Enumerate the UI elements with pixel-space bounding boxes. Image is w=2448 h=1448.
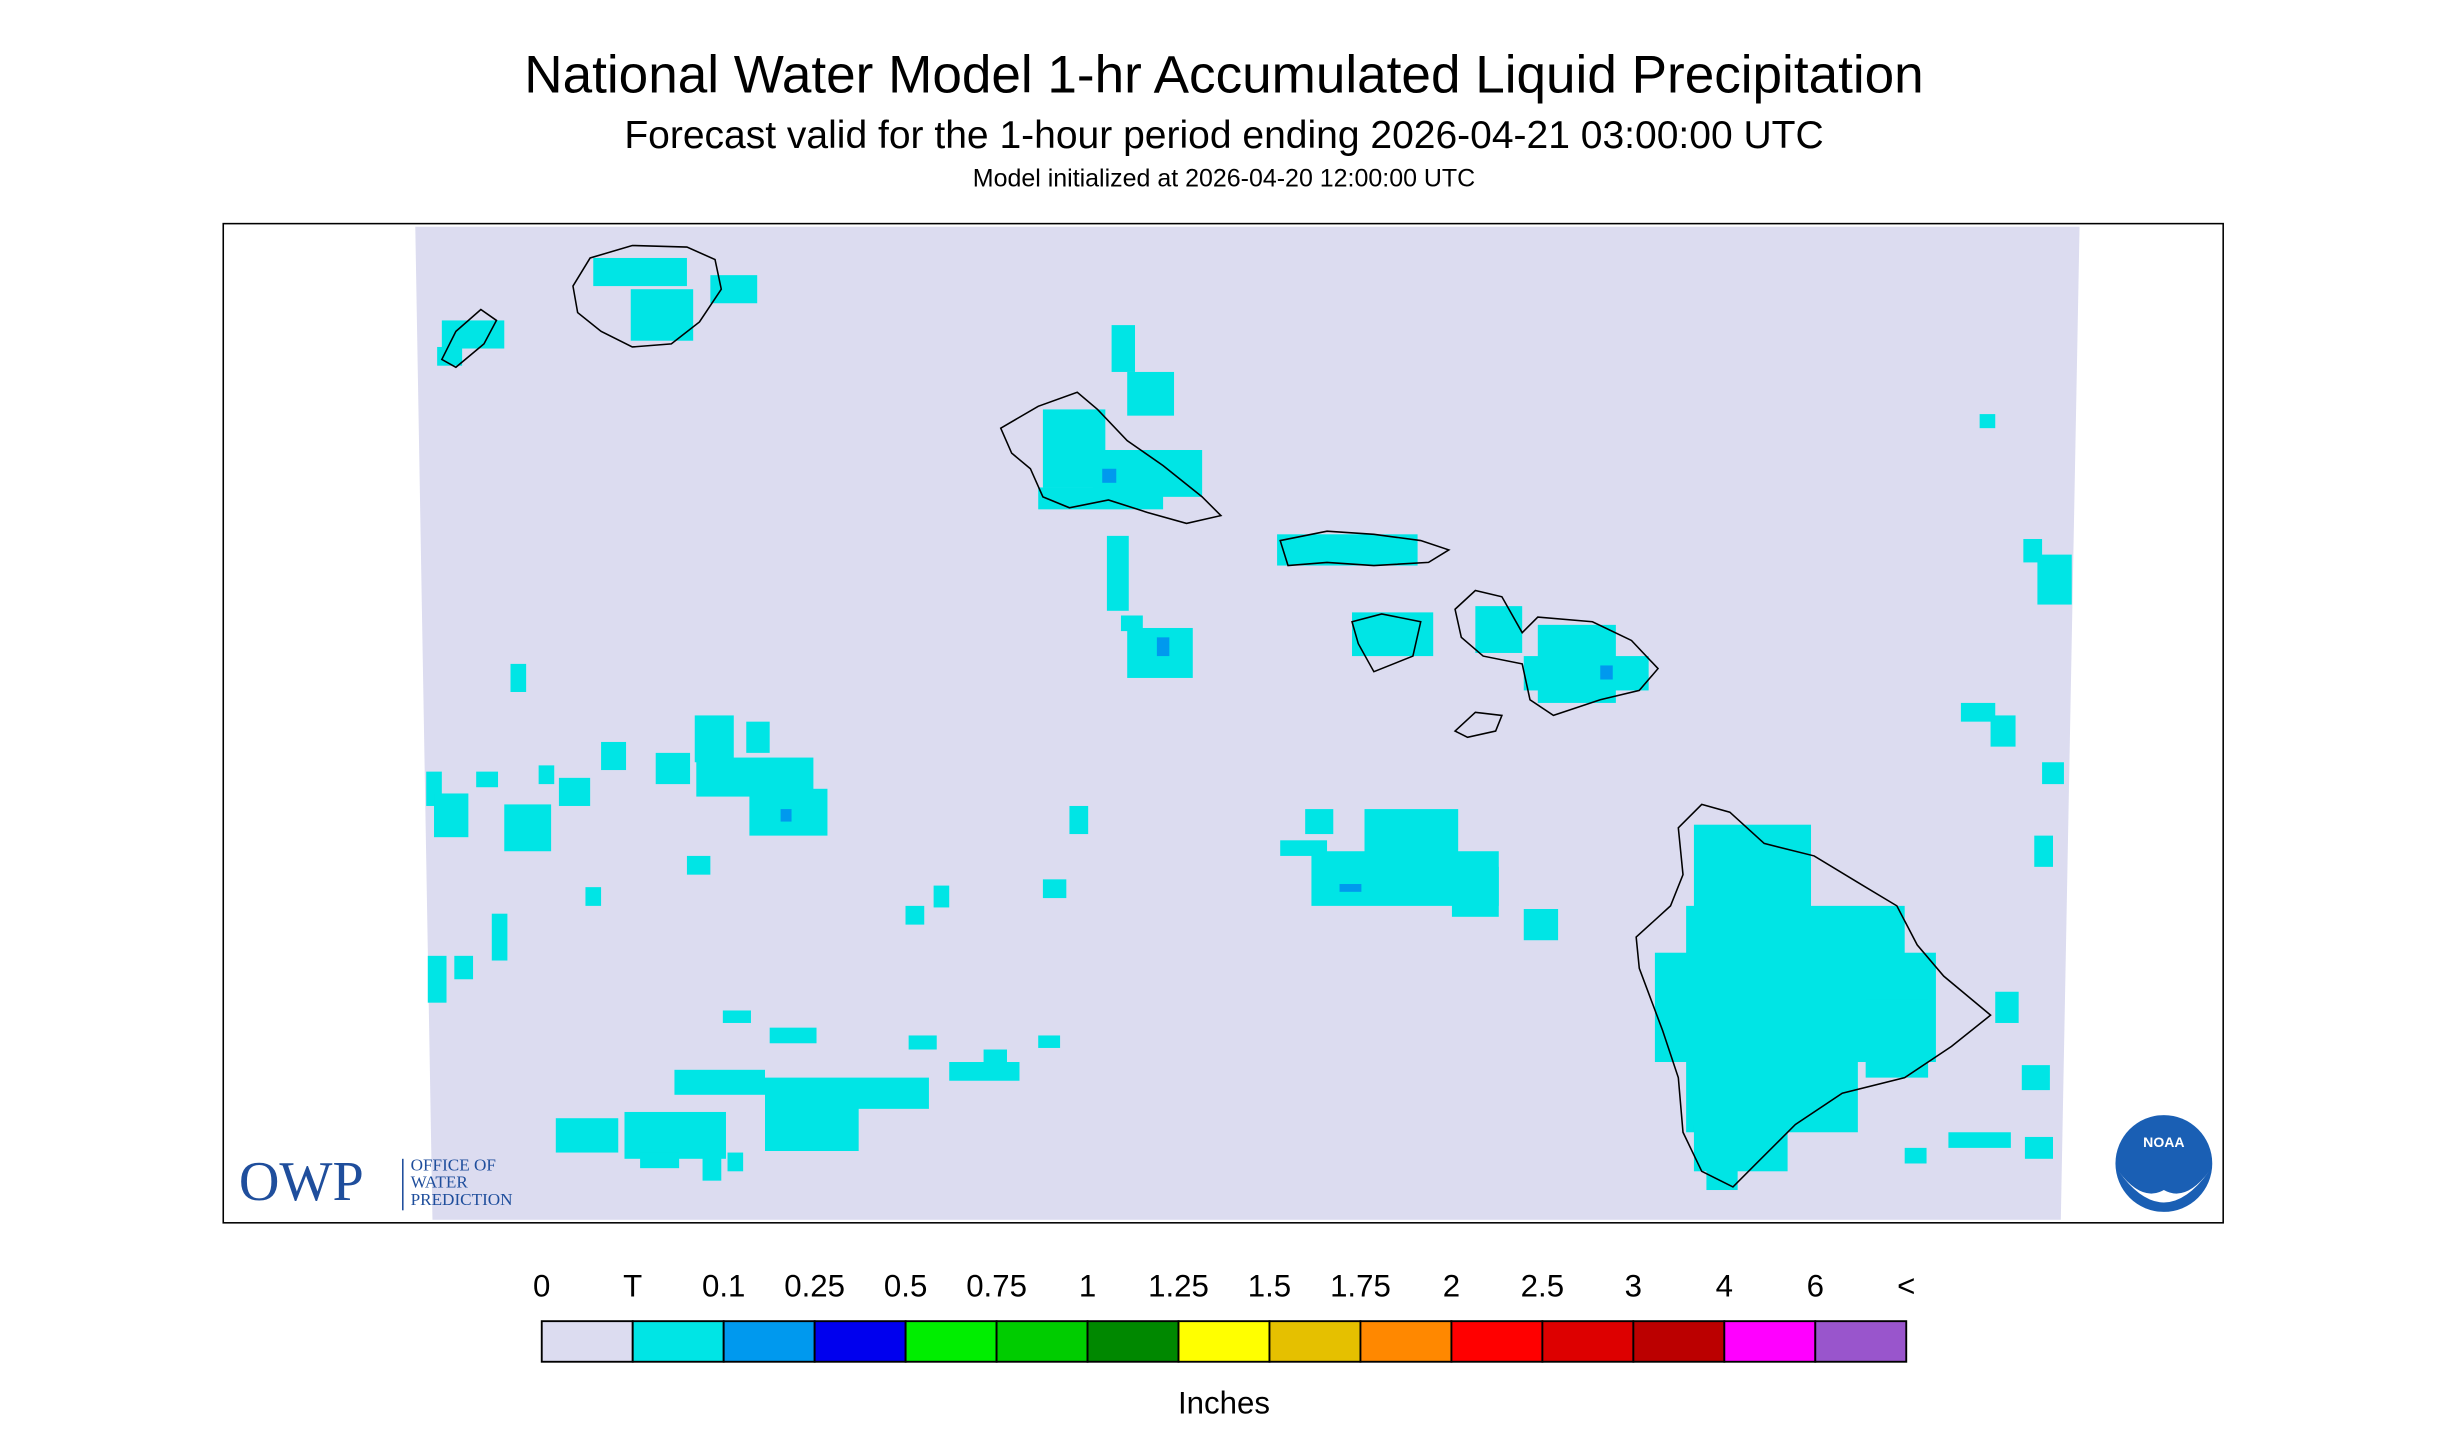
legend-label: 2.5 [1521,1269,1564,1304]
legend-label: T [623,1269,642,1304]
legend-swatch [1268,1320,1362,1363]
legend-swatch [1723,1320,1817,1363]
legend-label: 1.5 [1248,1269,1291,1304]
legend-label: 0.5 [884,1269,927,1304]
map [222,222,2224,1224]
legend-swatch [1814,1320,1908,1363]
legend-swatch [1541,1320,1635,1363]
noaa-logo: NOAA [2115,1115,2213,1212]
legend-swatch [1359,1320,1453,1363]
owp-mark: OWP [239,1151,364,1213]
legend-label: 0.1 [702,1269,745,1304]
legend-label: 0.75 [966,1269,1027,1304]
legend-label: 0.25 [784,1269,845,1304]
legend-label: 4 [1716,1269,1733,1304]
legend-label: 3 [1625,1269,1642,1304]
owp-logo: OWP OFFICE OF WATER PREDICTION [239,1151,513,1213]
legend: 0 T 0.1 0.25 0.5 0.75 1 1.25 1.5 1.75 2 2.5 3 4 6 < [533,1269,1915,1363]
legend-unit: Inches [1178,1386,1270,1421]
legend-swatch [1632,1320,1726,1363]
legend-label: 2 [1443,1269,1460,1304]
legend-swatch [722,1320,816,1363]
precip-cells-heavy [780,468,1613,892]
noaa-bird [2118,1171,2210,1203]
subtitle: Forecast valid for the 1-hour period end… [624,114,1823,157]
legend-swatch [1177,1320,1271,1363]
legend-swatch [1086,1320,1180,1363]
legend-swatch [540,1320,634,1363]
legend-swatch [631,1320,725,1363]
owp-text: OFFICE OF [411,1156,496,1175]
legend-label: 6 [1807,1269,1824,1304]
precip-cells [426,257,2072,1191]
legend-label: 1 [1079,1269,1096,1304]
legend-swatch [813,1320,907,1363]
owp-text: PREDICTION [411,1190,513,1209]
noaa-circle [2115,1115,2213,1212]
legend-swatch [995,1320,1089,1363]
island-outlines [440,244,1992,1188]
title: National Water Model 1-hr Accumulated Li… [524,45,1923,104]
legend-swatch [1450,1320,1544,1363]
legend-label: < [1897,1269,1915,1304]
init-time: Model initialized at 2026-04-20 12:00:00… [973,165,1475,193]
legend-swatch [904,1320,998,1363]
legend-label: 1.25 [1148,1269,1209,1304]
noaa-text: NOAA [2143,1134,2184,1150]
legend-label: 0 [533,1269,550,1304]
owp-text: WATER [411,1173,469,1192]
legend-label: 1.75 [1330,1269,1391,1304]
